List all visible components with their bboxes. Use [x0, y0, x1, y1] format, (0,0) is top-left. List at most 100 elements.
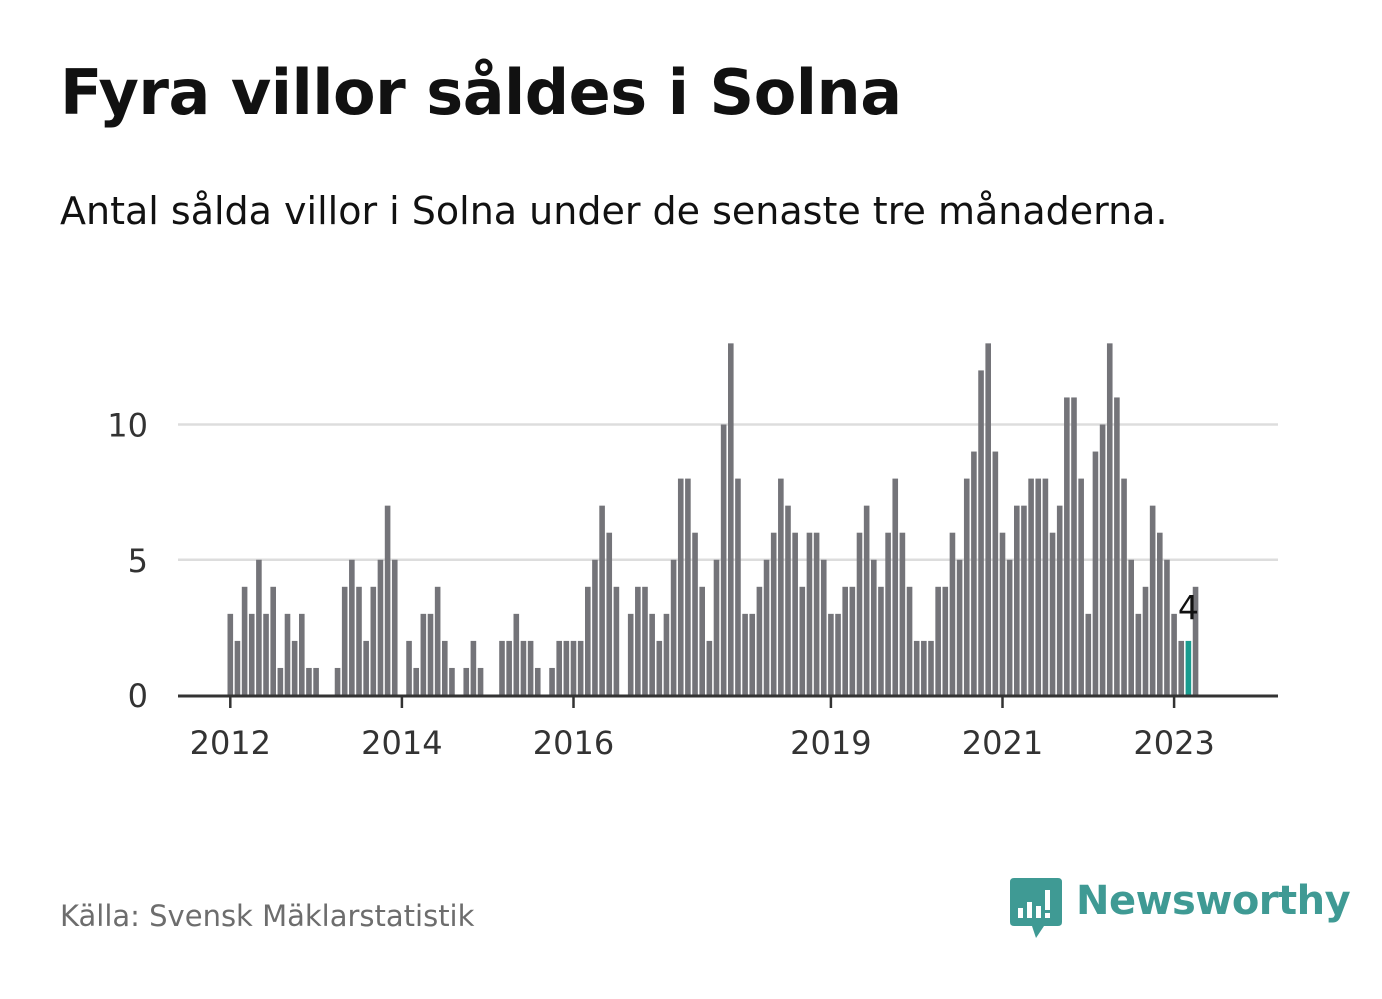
bar: [585, 586, 591, 695]
bar: [820, 559, 827, 695]
bar: [1014, 505, 1020, 695]
bar: [277, 667, 284, 695]
bar: [1114, 397, 1120, 695]
bar: [563, 640, 570, 695]
bar: [670, 559, 677, 695]
bar: [849, 586, 856, 695]
bar: [1135, 613, 1142, 695]
bar: [649, 613, 655, 695]
x-tick-label: 2019: [790, 724, 871, 762]
bar: [606, 532, 613, 695]
bar: [499, 640, 505, 695]
bar: [527, 640, 534, 695]
bar: [906, 586, 913, 695]
bar: [248, 613, 255, 695]
bar: [420, 613, 427, 695]
bar: [992, 451, 999, 695]
bar: [813, 532, 820, 695]
bar: [706, 640, 713, 695]
bar: [506, 640, 512, 695]
bar: [692, 532, 698, 695]
y-tick-label: 0: [128, 677, 148, 715]
bar: [963, 478, 970, 695]
highlight-bar: [1185, 640, 1192, 695]
bar: [1092, 451, 1099, 695]
brand-name: Newsworthy: [1076, 878, 1351, 924]
bar: [1042, 478, 1049, 695]
axis-layer: [178, 694, 1278, 708]
bar: [1035, 478, 1042, 695]
bar: [434, 586, 441, 695]
label-layer: 0 5 10 2012 2014 2016 2019 2021 2023 4: [107, 407, 1215, 763]
chart-title: Fyra villor såldes i Solna: [60, 56, 902, 129]
bar: [592, 559, 598, 695]
bar: [1106, 343, 1113, 695]
bar-layer: [227, 343, 1199, 695]
bar: [234, 640, 241, 695]
bar: [856, 532, 863, 695]
bar: [878, 586, 884, 695]
bar: [520, 640, 527, 695]
bar: [513, 613, 520, 695]
bar: [377, 559, 384, 695]
bar: [806, 532, 813, 695]
x-tick-label: 2023: [1133, 724, 1214, 762]
bar: [913, 640, 920, 695]
bar: [899, 532, 906, 695]
bar: [470, 640, 477, 695]
bar: [835, 613, 841, 695]
bar: [985, 343, 991, 695]
bar: [785, 505, 791, 695]
highlight-value-label: 4: [1178, 588, 1199, 627]
source-note: Källa: Svensk Mäklarstatistik: [60, 899, 475, 933]
bar: [263, 613, 269, 695]
bar: [384, 505, 391, 695]
bar: [1171, 613, 1177, 695]
bar: [778, 478, 784, 695]
bar: [1149, 505, 1156, 695]
bar: [406, 640, 412, 695]
bar: [413, 667, 419, 695]
bar: [313, 667, 319, 695]
bar: [241, 586, 248, 695]
bar: [256, 559, 262, 695]
bar: [763, 559, 770, 695]
bar: [1064, 397, 1070, 695]
bar: [306, 667, 312, 695]
bar: [534, 667, 541, 695]
bar: [642, 586, 648, 695]
bar: [1128, 559, 1134, 695]
bar: [1078, 478, 1084, 695]
bar: [999, 532, 1006, 695]
bar: [449, 667, 455, 695]
bar: [341, 586, 348, 695]
bar: [442, 640, 448, 695]
bar: [363, 640, 369, 695]
x-tick-label: 2012: [190, 724, 271, 762]
bar: [299, 613, 305, 695]
bar: [599, 505, 605, 695]
bar: [956, 559, 963, 695]
bar: [391, 559, 398, 695]
bar: [842, 586, 848, 695]
bar: [291, 640, 298, 695]
bar: [549, 667, 555, 695]
brand-logo: Newsworthy: [1010, 878, 1351, 940]
bar: [349, 559, 355, 695]
bar: [284, 613, 291, 695]
bar: [334, 667, 341, 695]
bar: [892, 478, 899, 695]
newsworthy-logo-icon: [1010, 878, 1062, 938]
bar: [463, 667, 470, 695]
bar: [770, 532, 777, 695]
bar: [749, 613, 756, 695]
bar: [556, 640, 562, 695]
y-tick-label: 10: [107, 407, 148, 445]
bar: [863, 505, 870, 695]
bar: [1071, 397, 1077, 695]
bar: [1192, 586, 1199, 695]
bar: [921, 640, 927, 695]
bar: [978, 370, 984, 695]
bar: [477, 667, 484, 695]
